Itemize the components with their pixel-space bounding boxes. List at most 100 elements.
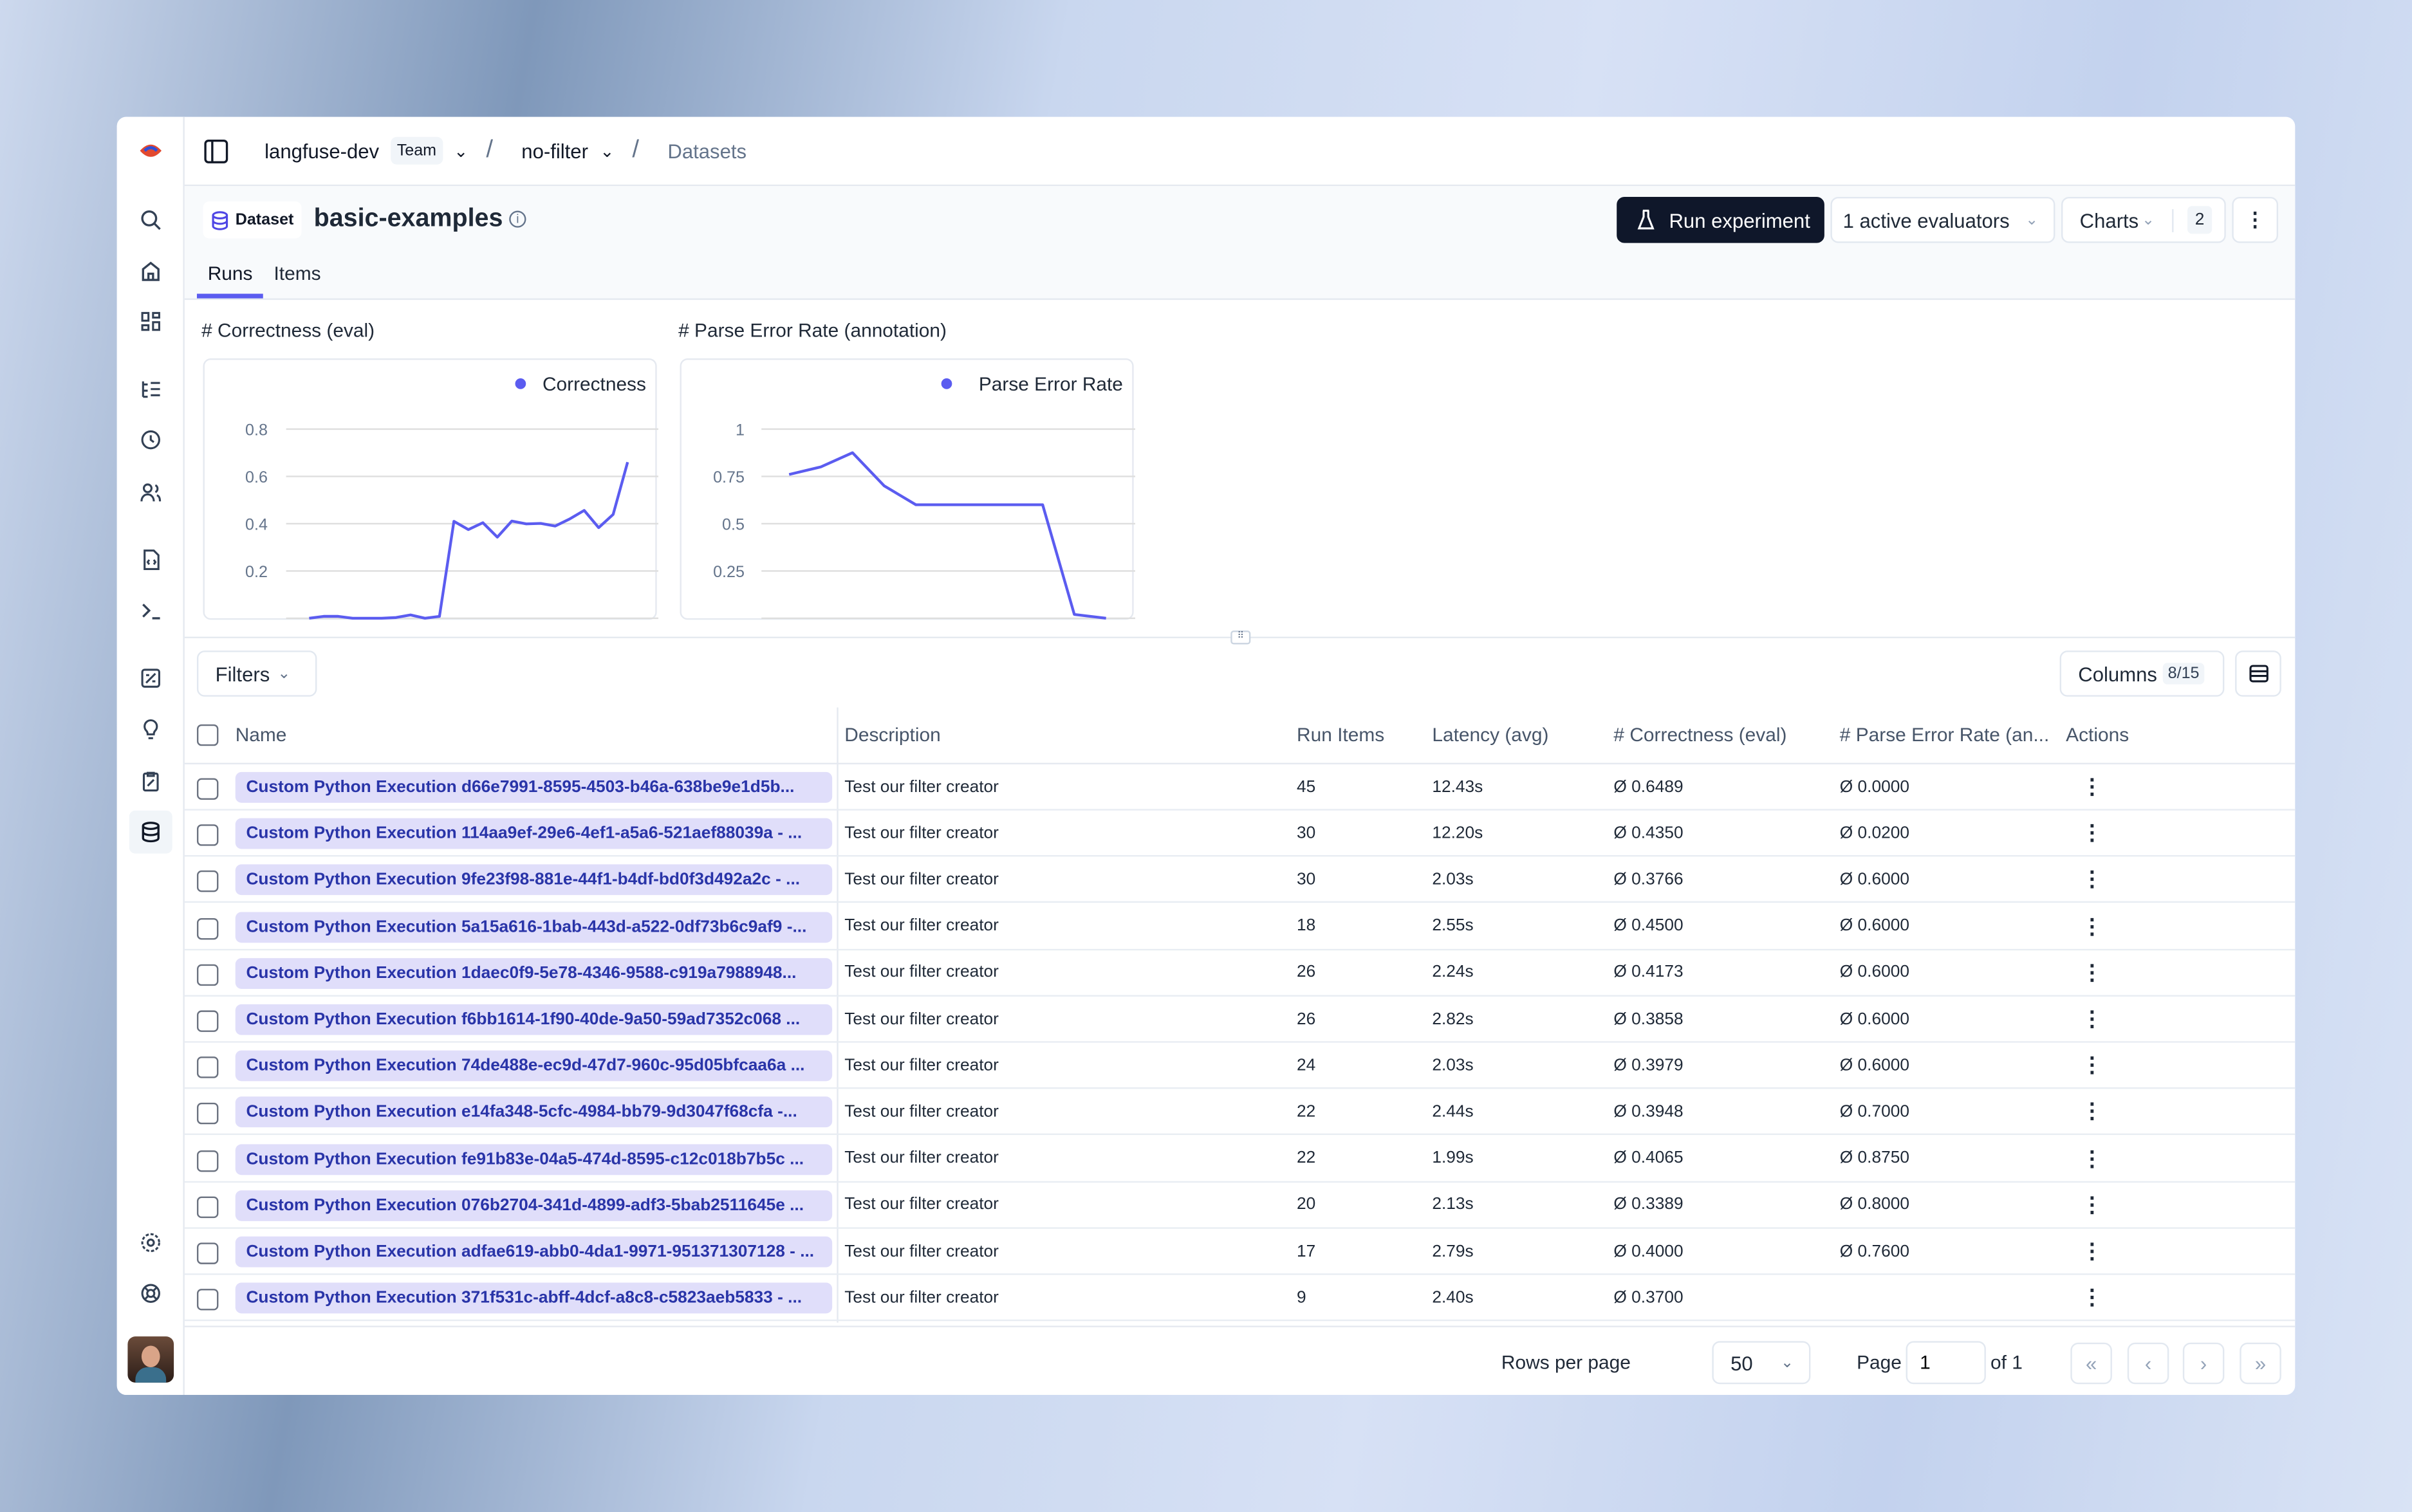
traces-icon[interactable] (135, 374, 166, 405)
run-name-link[interactable]: Custom Python Execution 9fe23f98-881e-44… (235, 865, 833, 896)
run-experiment-button[interactable]: Run experiment (1617, 196, 1824, 243)
table-row[interactable]: Custom Python Execution 1daec0f9-5e78-43… (184, 950, 2296, 997)
columns-button[interactable]: Columns 8/15 (2059, 650, 2225, 697)
select-all-checkbox[interactable] (196, 724, 219, 746)
row-checkbox[interactable] (196, 964, 219, 986)
scores-icon[interactable] (135, 663, 166, 694)
row-checkbox[interactable] (196, 1103, 219, 1125)
last-page-button[interactable]: » (2240, 1342, 2281, 1385)
run-name-link[interactable]: Custom Python Execution 371f531c-abff-4d… (235, 1282, 833, 1314)
row-actions-menu-icon[interactable]: ⋮ (2081, 1098, 2103, 1123)
tab-items[interactable]: Items (274, 263, 321, 285)
run-correctness: Ø 0.3766 (1613, 870, 1684, 889)
column-header-parse-error-rate[interactable]: # Parse Error Rate (an... (1839, 724, 2050, 746)
table-row[interactable]: Custom Python Execution 5a15a616-1bab-44… (184, 904, 2296, 950)
search-icon[interactable] (135, 205, 166, 235)
row-actions-menu-icon[interactable]: ⋮ (2081, 1191, 2103, 1217)
row-actions-menu-icon[interactable]: ⋮ (2081, 1006, 2103, 1031)
row-actions-menu-icon[interactable]: ⋮ (2081, 866, 2103, 891)
run-parse-error-rate: Ø 0.7000 (1839, 1102, 1909, 1121)
evaluators-dropdown[interactable]: 1 active evaluators ⌄ (1830, 196, 2055, 243)
filters-button[interactable]: Filters ⌄ (196, 650, 317, 697)
column-header-description[interactable]: Description (844, 724, 941, 746)
run-parse-error-rate: Ø 0.0000 (1839, 777, 1909, 796)
org-chevron-down-icon[interactable]: ⌄ (454, 142, 468, 161)
run-name-link[interactable]: Custom Python Execution adfae619-abb0-4d… (235, 1236, 833, 1268)
row-checkbox[interactable] (196, 1149, 219, 1172)
table-row[interactable]: Custom Python Execution 076b2704-341d-48… (184, 1183, 2296, 1229)
tab-runs[interactable]: Runs (207, 263, 253, 285)
org-name[interactable]: langfuse-dev (264, 139, 380, 163)
table-row[interactable]: Custom Python Execution fe91b83e-04a5-47… (184, 1136, 2296, 1183)
resize-handle-icon[interactable]: ⠿ (1230, 631, 1251, 645)
row-checkbox[interactable] (196, 917, 219, 939)
next-page-button[interactable]: › (2182, 1342, 2225, 1385)
charts-dropdown[interactable]: Charts ⌄ 2 (2061, 196, 2226, 243)
users-icon[interactable] (135, 477, 166, 508)
support-icon[interactable] (135, 1278, 166, 1309)
run-name-link[interactable]: Custom Python Execution 5a15a616-1bab-44… (235, 911, 833, 943)
legend-marker (515, 378, 526, 389)
breadcrumb-current-page[interactable]: Datasets (667, 139, 747, 163)
run-items-count: 22 (1297, 1148, 1316, 1168)
run-name-link[interactable]: Custom Python Execution fe91b83e-04a5-47… (235, 1143, 833, 1175)
datasets-icon[interactable] (129, 810, 172, 854)
row-checkbox[interactable] (196, 1056, 219, 1079)
settings-gear-icon[interactable] (135, 1227, 166, 1258)
rows-per-page-select[interactable]: 50 ⌄ (1712, 1341, 1811, 1385)
run-name-link[interactable]: Custom Python Execution f6bb1614-1f90-40… (235, 1004, 833, 1035)
table-row[interactable]: Custom Python Execution 371f531c-abff-4d… (184, 1275, 2296, 1322)
row-checkbox[interactable] (196, 1289, 219, 1311)
more-options-button[interactable]: ⋮ (2232, 196, 2279, 243)
project-name[interactable]: no-filter (521, 139, 588, 163)
row-checkbox[interactable] (196, 778, 219, 800)
run-name-link[interactable]: Custom Python Execution 114aa9ef-29e6-4e… (235, 818, 833, 849)
clock-icon[interactable] (135, 425, 166, 456)
info-icon[interactable]: i (509, 210, 526, 228)
run-name-link[interactable]: Custom Python Execution d66e7991-8595-45… (235, 771, 833, 803)
previous-page-button[interactable]: ‹ (2127, 1342, 2169, 1385)
breadcrumb-separator: / (632, 136, 640, 163)
terminal-icon[interactable] (135, 595, 166, 626)
row-actions-menu-icon[interactable]: ⋮ (2081, 1284, 2103, 1309)
table-row[interactable]: Custom Python Execution 74de488e-ec9d-47… (184, 1043, 2296, 1089)
page-number-input[interactable] (1906, 1341, 1986, 1385)
row-actions-menu-icon[interactable]: ⋮ (2081, 820, 2103, 845)
row-density-button[interactable] (2235, 650, 2281, 697)
table-row[interactable]: Custom Python Execution 9fe23f98-881e-44… (184, 857, 2296, 904)
project-chevron-down-icon[interactable]: ⌄ (600, 142, 615, 161)
row-checkbox[interactable] (196, 871, 219, 893)
table-row[interactable]: Custom Python Execution 114aa9ef-29e6-4e… (184, 811, 2296, 857)
row-checkbox[interactable] (196, 1010, 219, 1032)
user-avatar[interactable] (127, 1336, 174, 1383)
row-actions-menu-icon[interactable]: ⋮ (2081, 1145, 2103, 1170)
row-actions-menu-icon[interactable]: ⋮ (2081, 1052, 2103, 1077)
run-name-link[interactable]: Custom Python Execution 1daec0f9-5e78-43… (235, 957, 833, 989)
table-row[interactable]: Custom Python Execution adfae619-abb0-4d… (184, 1229, 2296, 1275)
prompt-file-icon[interactable] (135, 544, 166, 575)
column-header-latency[interactable]: Latency (avg) (1432, 724, 1549, 746)
table-row[interactable]: Custom Python Execution d66e7991-8595-45… (184, 764, 2296, 811)
lightbulb-icon[interactable] (135, 714, 166, 744)
table-row[interactable]: Custom Python Execution e14fa348-5cfc-49… (184, 1089, 2296, 1136)
row-actions-menu-icon[interactable]: ⋮ (2081, 912, 2103, 938)
row-actions-menu-icon[interactable]: ⋮ (2081, 959, 2103, 984)
run-name-link[interactable]: Custom Python Execution 74de488e-ec9d-47… (235, 1051, 833, 1082)
run-name-link[interactable]: Custom Python Execution 076b2704-341d-48… (235, 1190, 833, 1221)
langfuse-logo-icon[interactable] (135, 135, 166, 166)
column-header-correctness[interactable]: # Correctness (eval) (1613, 724, 1787, 746)
home-icon[interactable] (135, 255, 166, 286)
column-header-name[interactable]: Name (235, 724, 287, 746)
table-row[interactable]: Custom Python Execution f6bb1614-1f90-40… (184, 997, 2296, 1043)
column-header-run-items[interactable]: Run Items (1297, 724, 1385, 746)
row-checkbox[interactable] (196, 1196, 219, 1218)
run-name-link[interactable]: Custom Python Execution e14fa348-5cfc-49… (235, 1097, 833, 1129)
row-actions-menu-icon[interactable]: ⋮ (2081, 1238, 2103, 1263)
row-actions-menu-icon[interactable]: ⋮ (2081, 773, 2103, 798)
annotation-icon[interactable] (135, 766, 166, 797)
first-page-button[interactable]: « (2070, 1342, 2112, 1385)
row-checkbox[interactable] (196, 1242, 219, 1264)
sidebar-toggle-icon[interactable] (203, 138, 230, 169)
row-checkbox[interactable] (196, 824, 219, 847)
dashboard-icon[interactable] (135, 306, 166, 337)
